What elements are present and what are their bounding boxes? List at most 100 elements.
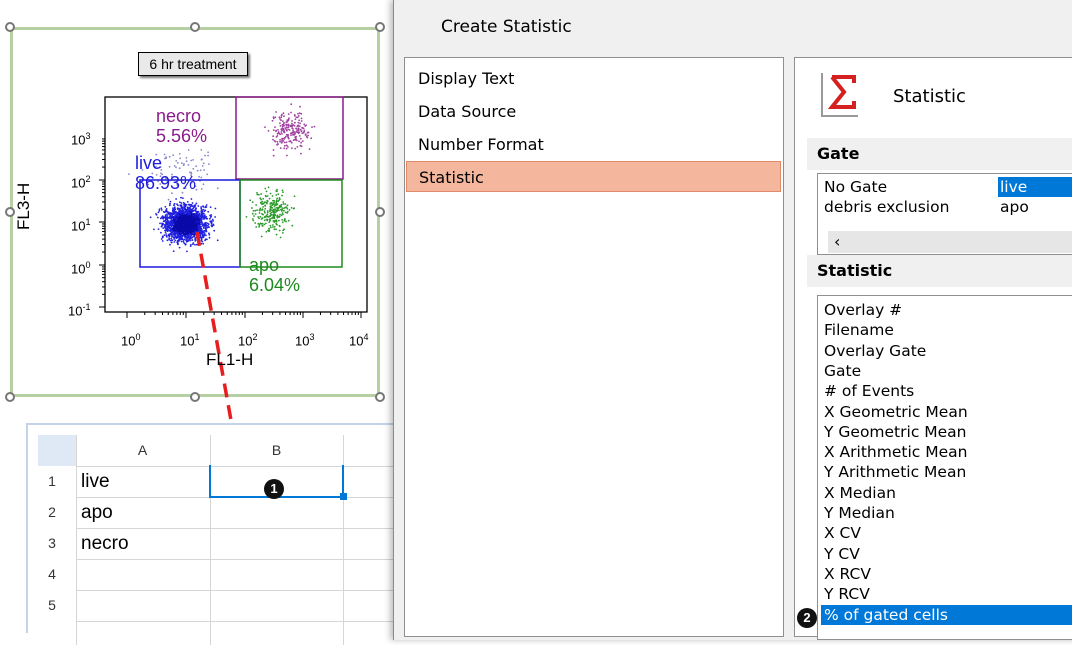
necro-gate[interactable]	[235, 96, 344, 180]
x-axis-label: FL1-H	[206, 350, 254, 369]
statistic-item[interactable]: X Median	[824, 483, 896, 502]
column-header-b[interactable]: B	[271, 442, 282, 458]
event-dot	[287, 135, 289, 138]
event-dot	[191, 202, 194, 204]
statistic-item[interactable]: Y CV	[824, 544, 860, 563]
event-dot	[214, 207, 217, 210]
cell-a3[interactable]: necro	[81, 533, 129, 554]
event-dot	[284, 203, 287, 205]
cell-a2[interactable]: apo	[81, 502, 113, 523]
event-dot	[264, 211, 266, 214]
event-dot	[264, 208, 267, 210]
statistic-item[interactable]: X CV	[824, 524, 861, 543]
statistic-item[interactable]: Gate	[824, 361, 862, 380]
resize-handle-ml[interactable]	[5, 207, 15, 217]
event-dot	[161, 173, 164, 176]
row-header-5[interactable]: 5	[48, 597, 56, 613]
row-header-4[interactable]: 4	[48, 566, 56, 582]
column-header-a[interactable]: A	[137, 442, 148, 458]
gate-horizontal-scrollbar[interactable]: ‹	[828, 231, 1072, 253]
select-all-corner[interactable]	[38, 435, 76, 466]
event-dot	[249, 199, 252, 202]
event-dot	[285, 220, 287, 223]
event-dot	[149, 216, 152, 219]
statistic-listbox[interactable]: Overlay # Filename Overlay Gate Gate # of Ev…	[817, 295, 1072, 640]
resize-handle-tl[interactable]	[5, 22, 15, 32]
event-dot	[281, 212, 284, 214]
event-dot	[181, 224, 184, 227]
event-dot	[169, 200, 172, 203]
gate-item-apo[interactable]: apo	[1000, 198, 1029, 216]
statistic-item[interactable]: % of gated cells	[821, 604, 1072, 625]
event-dot	[297, 112, 299, 115]
nav-item-display-text[interactable]: Display Text	[418, 69, 515, 88]
event-dot	[173, 217, 176, 219]
statistic-item[interactable]: X Geometric Mean	[824, 402, 968, 421]
fill-handle[interactable]	[340, 493, 347, 500]
statistic-item[interactable]: Filename	[824, 321, 894, 340]
event-dot	[187, 233, 190, 235]
cell-a1[interactable]: live	[81, 471, 110, 492]
event-dot	[298, 112, 301, 114]
cell-a5[interactable]	[77, 590, 210, 621]
gate-listbox[interactable]: No Gate live debris exclusion apo ‹	[817, 173, 1072, 255]
gate-item-no-gate[interactable]: No Gate	[824, 178, 888, 196]
gate-item-live[interactable]: live	[998, 177, 1072, 197]
event-dot	[164, 229, 166, 232]
row-header-1[interactable]: 1	[48, 473, 56, 489]
event-dot	[166, 228, 169, 231]
x-tick-4: 104	[349, 332, 369, 349]
event-dot	[155, 153, 158, 156]
resize-handle-mr[interactable]	[375, 207, 385, 217]
event-dot	[212, 223, 215, 226]
event-dot	[163, 234, 166, 237]
nav-item-data-source[interactable]: Data Source	[418, 102, 517, 121]
event-dot	[269, 210, 271, 213]
gate-item-debris-exclusion[interactable]: debris exclusion	[824, 198, 950, 216]
scroll-left-icon[interactable]: ‹	[834, 232, 841, 251]
event-dot	[151, 172, 154, 175]
event-dot	[172, 222, 174, 225]
event-dot	[291, 147, 293, 150]
event-dot	[200, 209, 203, 211]
event-dot	[195, 243, 198, 246]
statistic-item[interactable]: # of Events	[824, 382, 915, 401]
event-dot	[173, 221, 176, 224]
statistic-item[interactable]: Overlay #	[824, 301, 903, 319]
event-dot	[190, 224, 192, 227]
row-header-3[interactable]: 3	[48, 535, 56, 551]
event-dot	[171, 192, 173, 195]
event-dot	[277, 129, 279, 131]
row-header-2[interactable]: 2	[48, 504, 56, 520]
statistic-item[interactable]: Y RCV	[824, 585, 870, 604]
statistic-item[interactable]: Y Geometric Mean	[824, 422, 967, 441]
resize-handle-bm[interactable]	[190, 392, 200, 402]
nav-item-statistic[interactable]: Statistic	[406, 161, 781, 192]
event-dot	[204, 223, 207, 226]
statistic-item[interactable]: Overlay Gate	[824, 341, 927, 360]
event-dot	[286, 121, 289, 123]
event-dot	[292, 134, 294, 136]
event-dot	[189, 205, 192, 208]
resize-handle-br[interactable]	[375, 392, 385, 402]
resize-handle-tm[interactable]	[190, 22, 200, 32]
event-dot	[275, 202, 278, 205]
event-dot	[185, 209, 188, 212]
event-dot	[166, 225, 169, 228]
nav-item-number-format[interactable]: Number Format	[418, 135, 544, 154]
event-dot	[279, 147, 282, 150]
statistic-item[interactable]: X Arithmetic Mean	[824, 443, 968, 462]
resize-handle-bl[interactable]	[5, 392, 15, 402]
cell-a4[interactable]	[77, 559, 210, 590]
event-dot	[181, 191, 184, 194]
event-dot	[171, 239, 174, 242]
axis-ticks	[99, 138, 362, 318]
apo-gate[interactable]	[239, 179, 343, 268]
statistic-item[interactable]: Y Median	[824, 504, 895, 522]
event-dot	[203, 218, 206, 220]
statistic-item[interactable]: X RCV	[824, 564, 871, 583]
resize-handle-tr[interactable]	[375, 22, 385, 32]
statistic-section-header: Statistic	[807, 255, 1072, 287]
statistic-item[interactable]: Y Arithmetic Mean	[824, 463, 967, 482]
event-dot	[195, 223, 198, 226]
